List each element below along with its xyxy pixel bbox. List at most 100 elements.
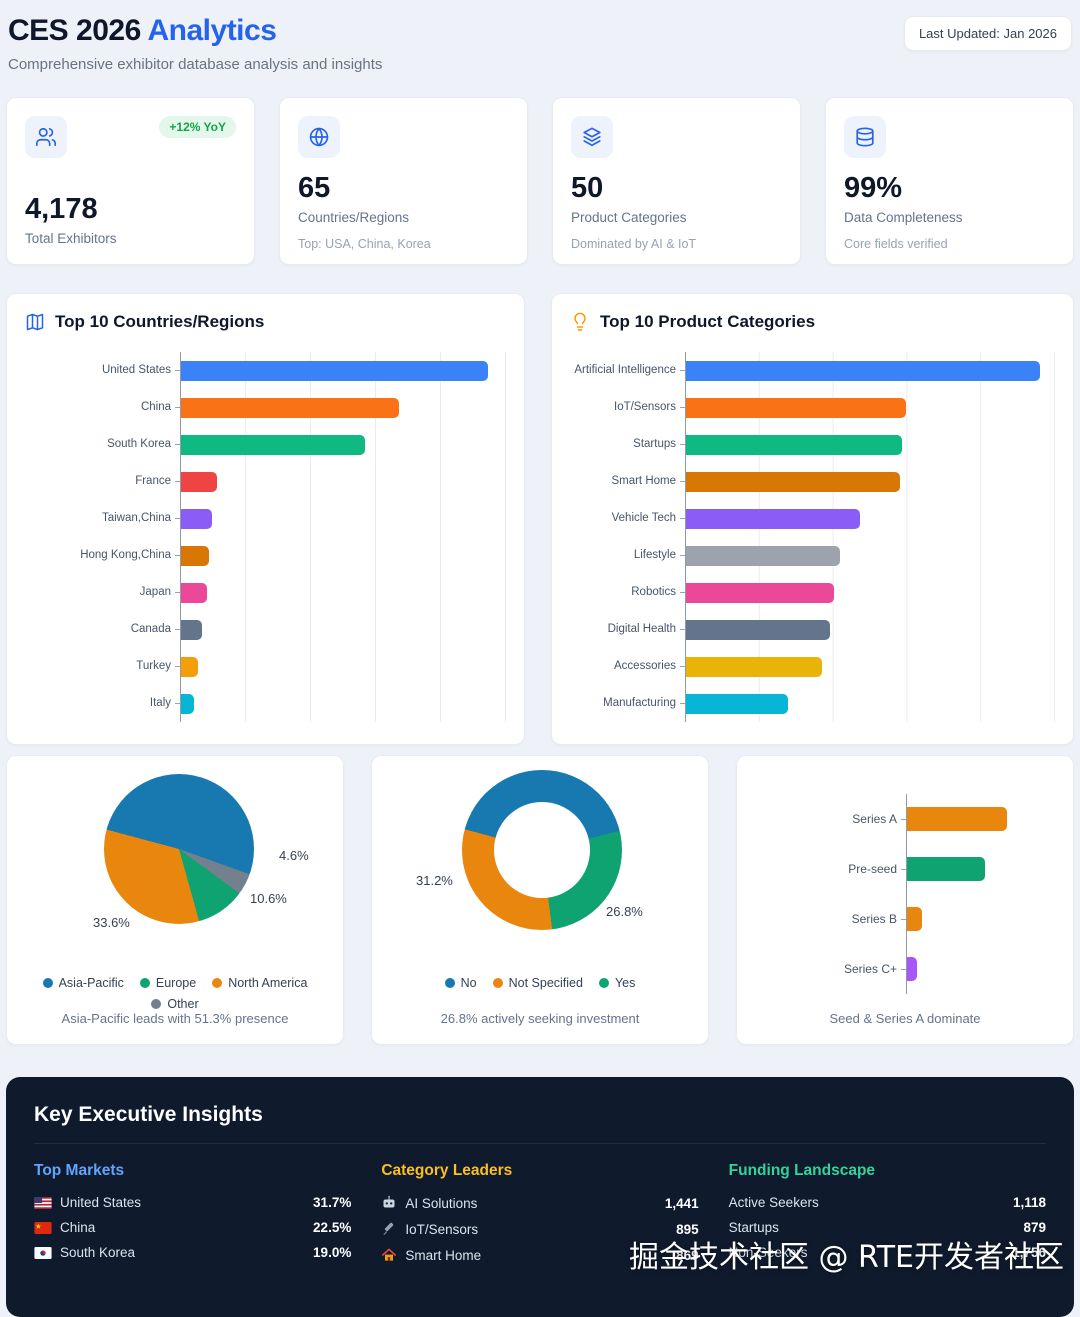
insight-value: 1,756 bbox=[1012, 1245, 1046, 1260]
page-header: CES 2026 Analytics Comprehensive exhibit… bbox=[6, 14, 1074, 73]
stat-value: 50 bbox=[571, 172, 604, 204]
pie-label: 10.6% bbox=[250, 891, 287, 906]
insight-value: 879 bbox=[1023, 1220, 1046, 1235]
bar-label: Turkey bbox=[136, 659, 171, 672]
investment-legend: No Not Specified Yes bbox=[386, 976, 694, 990]
legend-dot bbox=[598, 978, 609, 988]
bar bbox=[907, 907, 923, 931]
header-text: CES 2026 Analytics Comprehensive exhibit… bbox=[8, 14, 382, 73]
legend-dot bbox=[42, 978, 53, 988]
bar-row-china: China bbox=[25, 389, 506, 426]
page-title: CES 2026 Analytics bbox=[8, 14, 382, 48]
bar-row-pre-seed: Pre-seed bbox=[751, 844, 1059, 894]
house-icon bbox=[381, 1247, 397, 1263]
bar-track bbox=[685, 352, 1055, 389]
axis-tick bbox=[901, 918, 906, 920]
axis-tick bbox=[175, 370, 180, 371]
bar-row-lifestyle: Lifestyle bbox=[570, 537, 1055, 574]
iot-sensors-icon bbox=[381, 1221, 397, 1237]
bottom-charts-row: 4.6% 10.6% 33.6% Asia-Pacific Europe North… bbox=[6, 755, 1074, 1045]
bar bbox=[686, 656, 823, 677]
axis-tick bbox=[680, 592, 685, 593]
insight-label: United States bbox=[60, 1195, 142, 1210]
legend-item: Other bbox=[151, 997, 199, 1011]
insight-row: United States 31.7% bbox=[34, 1190, 351, 1215]
bar-label: Hong Kong,China bbox=[80, 548, 171, 561]
axis-tick bbox=[680, 407, 685, 408]
category-leaders-column: Category Leaders AI Solutions 1,441 IoT/… bbox=[381, 1162, 698, 1268]
bar-row-startups: Startups bbox=[570, 426, 1055, 463]
bar-row-manufacturing: Manufacturing bbox=[570, 685, 1055, 722]
top-charts-row: Top 10 Countries/Regions United States Ch… bbox=[6, 293, 1074, 745]
bar bbox=[686, 619, 830, 640]
legend-label: North America bbox=[228, 976, 308, 990]
bar bbox=[686, 434, 903, 455]
bar-track bbox=[685, 537, 1055, 574]
bar-label: Italy bbox=[149, 696, 171, 709]
bar-track bbox=[906, 894, 1059, 944]
bar-track bbox=[180, 574, 506, 611]
bar bbox=[686, 545, 841, 566]
bar-label: Taiwan,China bbox=[101, 511, 171, 524]
last-updated-badge: Last Updated: Jan 2026 bbox=[903, 16, 1072, 51]
stat-cards-row: +12% YoY 4,178 Total Exhibitors 65 Count… bbox=[6, 97, 1074, 265]
bar-row-canada: Canada bbox=[25, 611, 506, 648]
bar bbox=[686, 360, 1041, 381]
insight-label: Smart Home bbox=[405, 1247, 482, 1263]
countries-card: 65 Countries/Regions Top: USA, China, Ko… bbox=[279, 97, 528, 265]
stat-note: Top: USA, China, Korea bbox=[298, 237, 431, 251]
legend-item: No bbox=[444, 976, 477, 990]
axis-tick bbox=[901, 868, 906, 870]
chart-title: Top 10 Countries/Regions bbox=[55, 312, 265, 331]
bar bbox=[181, 471, 217, 492]
bar bbox=[181, 656, 199, 677]
bar-track bbox=[180, 611, 506, 648]
chart-caption: Asia-Pacific leads with 51.3% presence bbox=[61, 1011, 289, 1026]
bar-track bbox=[180, 426, 506, 463]
bar-label: South Korea bbox=[107, 437, 171, 450]
insight-value: 22.5% bbox=[313, 1220, 352, 1235]
insight-row: IoT/Sensors 895 bbox=[381, 1216, 699, 1242]
bar-label: Digital Health bbox=[607, 622, 676, 635]
regions-legend: Asia-Pacific Europe North America Other bbox=[21, 976, 329, 1011]
bar bbox=[181, 545, 210, 566]
stat-label: Total Exhibitors bbox=[25, 231, 117, 246]
bar bbox=[907, 957, 917, 981]
axis-tick bbox=[680, 481, 685, 482]
bar bbox=[686, 508, 860, 529]
bar-row-series-b: Series B bbox=[751, 894, 1059, 944]
bar-label: Accessories bbox=[614, 659, 676, 672]
insight-row: South Korea 19.0% bbox=[34, 1240, 351, 1265]
bar-label: United States bbox=[101, 363, 171, 376]
stat-label: Product Categories bbox=[571, 210, 687, 225]
bar-row-artificial-intelligence: Artificial Intelligence bbox=[570, 352, 1055, 389]
bar-row-france: France bbox=[25, 463, 506, 500]
title-accent: Analytics bbox=[147, 14, 277, 47]
bar-label: Artificial Intelligence bbox=[574, 363, 676, 376]
donut-label: 31.2% bbox=[416, 873, 453, 888]
bar-track bbox=[906, 944, 1059, 994]
bar-label: Vehicle Tech bbox=[611, 511, 676, 524]
bar-row-series-c-: Series C+ bbox=[751, 944, 1059, 994]
bar-label: Smart Home bbox=[611, 474, 676, 487]
column-heading: Category Leaders bbox=[381, 1162, 513, 1179]
bar-row-taiwan-china: Taiwan,China bbox=[25, 500, 506, 537]
bar-track bbox=[180, 500, 506, 537]
bar bbox=[907, 857, 986, 881]
legend-label: Europe bbox=[155, 976, 197, 990]
chart-caption: 26.8% actively seeking investment bbox=[440, 1011, 640, 1026]
categories-card: 50 Product Categories Dominated by AI & … bbox=[552, 97, 801, 265]
bar-label: IoT/Sensors bbox=[614, 400, 676, 413]
bar-label: Startups bbox=[633, 437, 676, 450]
bar-track bbox=[180, 389, 506, 426]
bar-track bbox=[685, 463, 1055, 500]
lightbulb-icon bbox=[570, 312, 590, 332]
bar-track bbox=[685, 426, 1055, 463]
bar-track bbox=[685, 648, 1055, 685]
axis-tick bbox=[175, 555, 180, 556]
bar-row-smart-home: Smart Home bbox=[570, 463, 1055, 500]
chart-title: Top 10 Product Categories bbox=[600, 312, 816, 331]
axis-tick bbox=[680, 703, 685, 704]
stat-label: Countries/Regions bbox=[298, 210, 410, 225]
bar-row-digital-health: Digital Health bbox=[570, 611, 1055, 648]
